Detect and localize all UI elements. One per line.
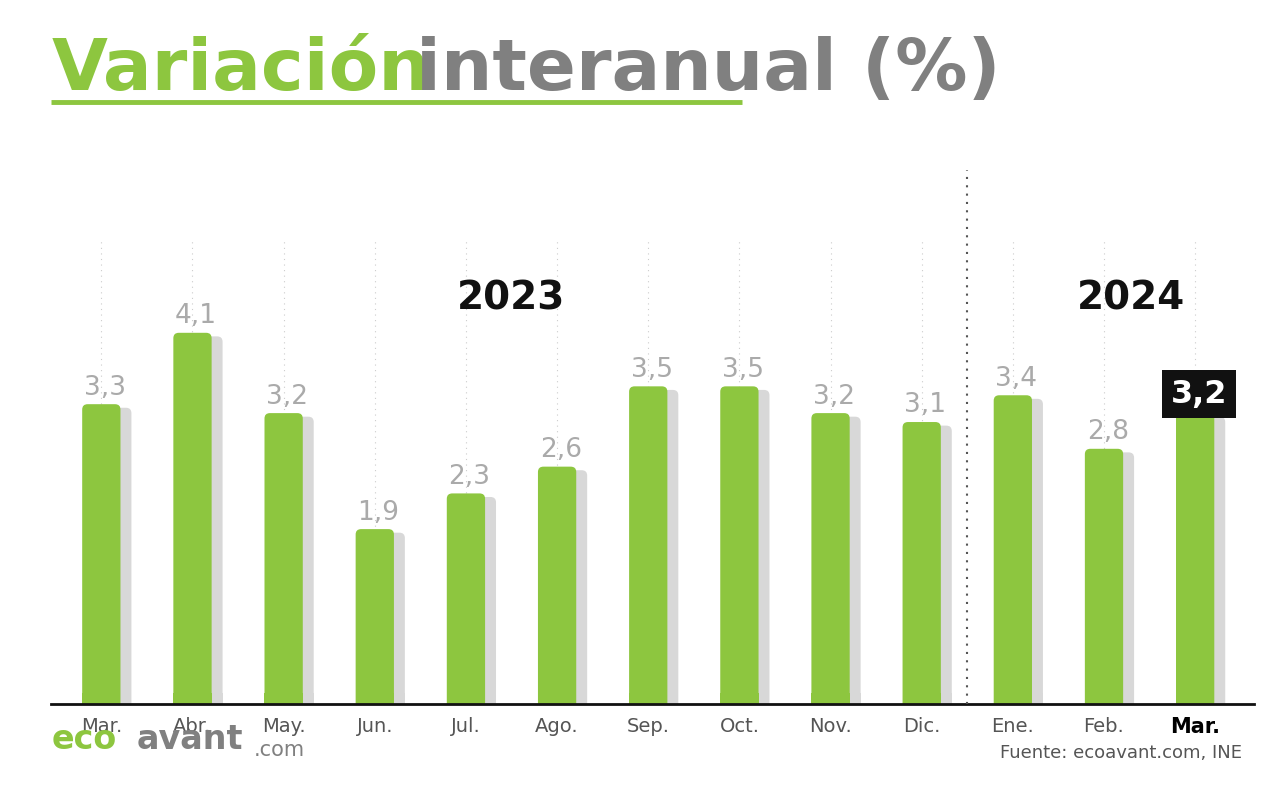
Bar bbox=[819, 694, 860, 704]
Bar bbox=[82, 694, 120, 704]
Bar bbox=[1176, 694, 1215, 704]
Bar bbox=[271, 694, 314, 704]
FancyBboxPatch shape bbox=[1092, 452, 1134, 710]
FancyBboxPatch shape bbox=[628, 386, 667, 710]
Text: 3,2: 3,2 bbox=[1170, 378, 1228, 410]
Bar bbox=[636, 694, 678, 704]
Bar bbox=[727, 694, 769, 704]
FancyBboxPatch shape bbox=[812, 413, 850, 710]
Text: 3,2: 3,2 bbox=[813, 383, 855, 410]
Bar bbox=[902, 694, 941, 704]
FancyBboxPatch shape bbox=[173, 333, 211, 710]
FancyBboxPatch shape bbox=[910, 426, 952, 710]
Bar bbox=[180, 694, 223, 704]
FancyBboxPatch shape bbox=[1001, 399, 1043, 710]
Bar bbox=[1183, 694, 1225, 704]
FancyBboxPatch shape bbox=[1183, 417, 1225, 710]
FancyBboxPatch shape bbox=[364, 533, 404, 710]
Bar bbox=[812, 694, 850, 704]
FancyBboxPatch shape bbox=[727, 390, 769, 710]
Text: Fuente: ecoavant.com, INE: Fuente: ecoavant.com, INE bbox=[1000, 744, 1242, 762]
Bar bbox=[628, 694, 667, 704]
FancyBboxPatch shape bbox=[447, 494, 485, 710]
Text: avant: avant bbox=[137, 723, 243, 756]
Text: 3,1: 3,1 bbox=[905, 393, 946, 418]
FancyBboxPatch shape bbox=[1176, 413, 1215, 710]
FancyBboxPatch shape bbox=[454, 497, 497, 710]
FancyBboxPatch shape bbox=[1085, 449, 1123, 710]
FancyBboxPatch shape bbox=[545, 470, 588, 710]
FancyBboxPatch shape bbox=[902, 422, 941, 710]
FancyBboxPatch shape bbox=[993, 395, 1032, 710]
Text: 4,1: 4,1 bbox=[175, 303, 218, 330]
Bar bbox=[447, 694, 485, 704]
Bar bbox=[173, 694, 211, 704]
FancyBboxPatch shape bbox=[82, 404, 120, 710]
Text: 2,6: 2,6 bbox=[540, 437, 581, 463]
Text: .com: .com bbox=[253, 740, 305, 760]
FancyBboxPatch shape bbox=[819, 417, 860, 710]
Text: 1,9: 1,9 bbox=[357, 499, 399, 526]
Text: 3,2: 3,2 bbox=[266, 383, 308, 410]
FancyBboxPatch shape bbox=[356, 529, 394, 710]
Text: 3,5: 3,5 bbox=[631, 357, 673, 382]
Bar bbox=[265, 694, 303, 704]
Bar bbox=[90, 694, 132, 704]
Bar bbox=[454, 694, 497, 704]
Bar bbox=[538, 694, 576, 704]
Bar bbox=[1085, 694, 1123, 704]
FancyBboxPatch shape bbox=[538, 466, 576, 710]
FancyBboxPatch shape bbox=[636, 390, 678, 710]
FancyBboxPatch shape bbox=[90, 408, 132, 710]
Text: 3,5: 3,5 bbox=[722, 357, 764, 382]
Text: 2024: 2024 bbox=[1078, 279, 1185, 317]
Text: 2,3: 2,3 bbox=[448, 464, 490, 490]
Bar bbox=[356, 694, 394, 704]
Bar bbox=[364, 694, 404, 704]
FancyBboxPatch shape bbox=[721, 386, 759, 710]
Bar bbox=[1092, 694, 1134, 704]
Bar bbox=[993, 694, 1032, 704]
Text: 3,4: 3,4 bbox=[996, 366, 1038, 392]
Text: Variación: Variación bbox=[51, 36, 430, 105]
FancyBboxPatch shape bbox=[265, 413, 303, 710]
Text: 3,3: 3,3 bbox=[84, 374, 125, 401]
Text: interanual (%): interanual (%) bbox=[416, 36, 1001, 105]
Text: 2,8: 2,8 bbox=[1087, 419, 1129, 446]
FancyBboxPatch shape bbox=[271, 417, 314, 710]
Bar bbox=[910, 694, 952, 704]
Bar bbox=[1001, 694, 1043, 704]
Text: eco: eco bbox=[51, 723, 116, 756]
FancyBboxPatch shape bbox=[180, 336, 223, 710]
Text: 2023: 2023 bbox=[457, 279, 566, 317]
Bar bbox=[545, 694, 588, 704]
Bar bbox=[721, 694, 759, 704]
